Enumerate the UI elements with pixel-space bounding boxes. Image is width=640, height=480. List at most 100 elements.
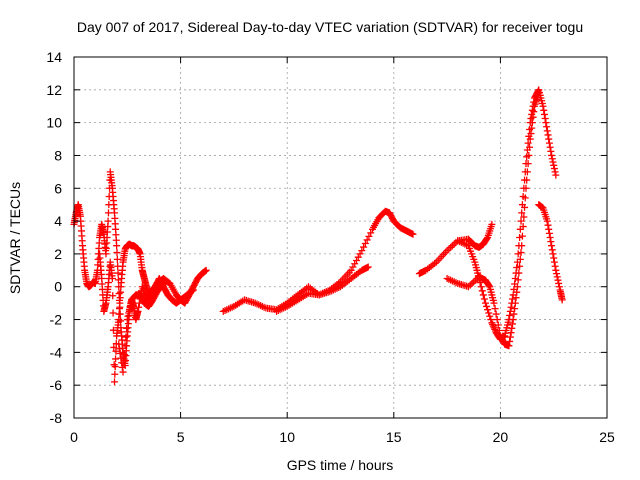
data-point <box>121 342 129 350</box>
data-point <box>490 299 498 307</box>
data-point <box>109 309 117 317</box>
data-point <box>111 370 119 378</box>
data-point <box>549 250 557 258</box>
data-point <box>113 255 121 263</box>
data-point <box>483 235 491 243</box>
data-point <box>523 176 531 184</box>
data-point <box>553 270 561 278</box>
data-point <box>470 278 478 286</box>
data-point <box>119 368 127 376</box>
data-point <box>511 299 519 307</box>
data-point <box>547 238 555 246</box>
data-point <box>506 337 514 345</box>
data-point <box>549 158 557 166</box>
data-point <box>521 203 529 211</box>
data-point <box>483 302 491 310</box>
data-point <box>551 262 559 270</box>
data-point <box>546 143 554 151</box>
data-point <box>528 106 536 114</box>
data-point <box>518 209 526 217</box>
data-point <box>490 324 498 332</box>
data-point <box>493 316 501 324</box>
data-point <box>515 269 523 277</box>
data-point <box>513 283 521 291</box>
data-point <box>108 275 116 283</box>
data-point <box>551 168 559 176</box>
data-point <box>507 329 515 337</box>
data-point <box>550 161 558 169</box>
data-point <box>524 139 532 147</box>
data-point <box>546 234 554 241</box>
data-point <box>160 279 168 287</box>
data-point <box>485 309 493 317</box>
data-point <box>361 240 369 248</box>
y-tick-label: 0 <box>54 279 62 295</box>
data-point <box>367 229 375 237</box>
data-series-3 <box>115 278 170 376</box>
data-point <box>477 283 485 291</box>
data-point <box>113 242 121 250</box>
data-point <box>543 217 551 225</box>
data-series-8 <box>443 89 543 350</box>
data-point <box>547 147 555 155</box>
data-point <box>189 286 197 294</box>
chart-title: Day 007 of 2017, Sidereal Day-to-day VTE… <box>77 19 583 35</box>
data-point <box>111 378 119 386</box>
data-point <box>513 288 521 296</box>
data-point <box>514 276 522 284</box>
data-point <box>526 143 534 151</box>
data-point <box>118 363 126 371</box>
data-point <box>486 312 494 320</box>
y-tick-label: 10 <box>46 115 62 131</box>
grid-layer <box>74 57 607 418</box>
data-point <box>511 305 519 313</box>
data-point <box>494 321 502 329</box>
data-point <box>360 243 368 251</box>
data-point <box>135 303 143 311</box>
data-point <box>548 246 556 254</box>
data-point <box>524 160 532 168</box>
y-tick-label: 6 <box>54 180 62 196</box>
data-point <box>516 262 524 270</box>
y-tick-label: -8 <box>50 410 63 426</box>
data-point <box>508 324 516 332</box>
data-point <box>480 295 488 303</box>
data-point <box>520 213 528 221</box>
data-point <box>123 324 131 332</box>
data-point <box>555 279 563 287</box>
y-tick-label: 14 <box>46 49 62 65</box>
data-point <box>509 316 517 324</box>
data-point <box>491 305 499 313</box>
data-point <box>528 119 536 127</box>
data-point <box>202 266 210 274</box>
data-series-1 <box>70 168 210 369</box>
data-point <box>115 290 123 298</box>
data-point <box>352 256 360 264</box>
data-point <box>525 151 533 159</box>
data-point <box>126 302 134 310</box>
data-point <box>466 281 474 289</box>
data-point <box>544 131 552 139</box>
data-point <box>545 229 553 237</box>
data-point <box>122 333 130 341</box>
x-tick-label: 20 <box>493 429 509 445</box>
data-point <box>516 255 524 263</box>
data-point <box>540 106 548 114</box>
data-point <box>558 296 566 304</box>
data-point <box>521 194 529 202</box>
data-series-4 <box>219 207 417 315</box>
data-point <box>124 312 132 320</box>
data-point <box>506 307 514 315</box>
y-tick-label: 8 <box>54 147 62 163</box>
data-point <box>535 89 543 97</box>
data-point <box>508 320 516 328</box>
data-point <box>162 278 170 286</box>
data-point <box>115 340 123 348</box>
data-point <box>109 292 117 300</box>
data-point <box>125 306 133 314</box>
data-point <box>545 135 553 143</box>
y-tick-label: 2 <box>54 246 62 262</box>
data-point <box>510 310 518 318</box>
y-axis-title: SDTVAR / TECUs <box>7 182 23 294</box>
